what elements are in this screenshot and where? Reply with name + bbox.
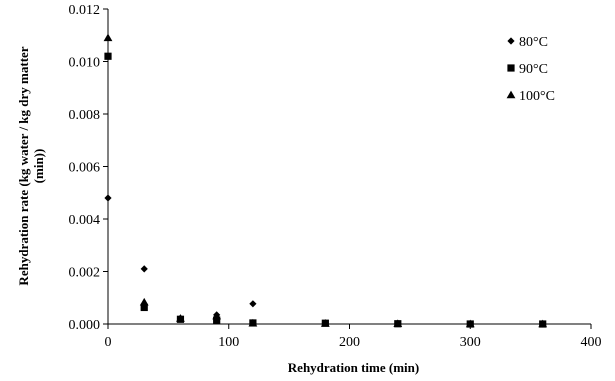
- legend-marker: [506, 90, 516, 99]
- y-tick-label: 0.006: [69, 161, 101, 176]
- legend-marker: [507, 64, 515, 72]
- data-point: [140, 303, 148, 312]
- data-point: [213, 316, 221, 324]
- data-point: [176, 314, 185, 322]
- x-tick-label: 0: [105, 335, 112, 350]
- legend-label: 90°C: [519, 62, 548, 77]
- x-tick-label: 400: [581, 335, 602, 350]
- data-point: [248, 318, 258, 327]
- y-tick-label: 0.000: [69, 318, 101, 333]
- data-point: [393, 319, 403, 328]
- legend-label: 100°C: [519, 89, 555, 104]
- x-tick-label: 300: [460, 335, 481, 350]
- data-point: [249, 300, 257, 308]
- y-tick-label: 0.002: [69, 266, 101, 281]
- data-point: [320, 319, 330, 327]
- data-point: [538, 319, 548, 328]
- legend: 80°C 90°C 100°C: [506, 35, 555, 104]
- y-tick-label: 0.012: [69, 3, 101, 18]
- series-diamond: [104, 194, 547, 328]
- data-points: [103, 33, 548, 328]
- data-point: [139, 297, 149, 306]
- axis-titles: Rehydration time (min) Rehydration rate (…: [16, 46, 419, 375]
- y-tick-label: 0.008: [69, 108, 101, 123]
- series-triangle: [103, 33, 548, 328]
- data-point: [104, 194, 112, 202]
- data-point: [104, 52, 112, 60]
- y-axis-title-line: (min)): [31, 149, 46, 184]
- legend-marker: [507, 37, 515, 45]
- x-tick-label: 200: [339, 335, 360, 350]
- series-square: [104, 52, 547, 328]
- x-tick-label: 100: [218, 335, 239, 350]
- y-axis-title-line: Rehydration rate (kg water / kg dry matt…: [16, 46, 31, 285]
- y-axis-title: Rehydration rate (kg water / kg dry matt…: [16, 46, 46, 285]
- data-point: [140, 265, 148, 273]
- data-point: [465, 319, 475, 328]
- legend-label: 80°C: [519, 35, 548, 50]
- x-axis-title: Rehydration time (min): [288, 360, 419, 375]
- axes: [103, 8, 592, 329]
- tick-labels: 0.000 0.002 0.004 0.006 0.008 0.010 0.012 0 100 2…: [69, 3, 602, 350]
- data-point: [212, 311, 222, 320]
- y-tick-label: 0.004: [69, 213, 101, 228]
- y-tick-label: 0.010: [69, 56, 101, 71]
- data-point: [103, 33, 113, 42]
